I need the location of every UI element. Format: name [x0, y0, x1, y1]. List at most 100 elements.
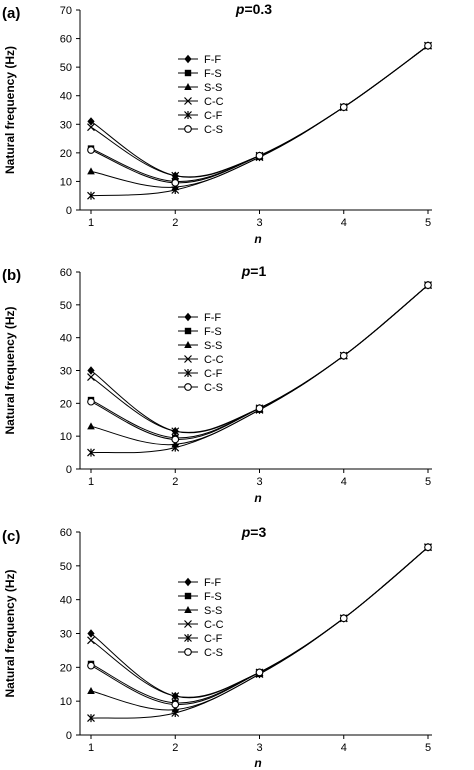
data-point: [424, 543, 432, 552]
data-point: [339, 351, 348, 360]
legend-marker: [184, 634, 192, 642]
legend-marker: [184, 577, 192, 587]
data-point: [87, 661, 95, 670]
y-tick-label: 0: [66, 730, 72, 742]
panel-label: (a): [2, 5, 20, 22]
series-C-F: [87, 41, 432, 200]
data-point: [87, 167, 95, 175]
series-F-S: [87, 281, 432, 442]
x-tick-label: 3: [256, 476, 262, 488]
y-tick-label: 30: [60, 366, 72, 378]
legend-marker: [184, 54, 192, 64]
legend-marker: [184, 111, 192, 119]
y-tick-label: 40: [60, 91, 72, 103]
legend-marker: [184, 383, 192, 391]
legend-marker: [184, 341, 192, 348]
y-tick-label: 20: [60, 662, 72, 674]
legend-label: C-C: [204, 96, 224, 108]
y-axis-title: Natural frequency (Hz): [3, 306, 17, 434]
data-point: [171, 443, 180, 452]
legend-label: F-S: [204, 326, 222, 338]
series-F-S: [87, 42, 432, 185]
data-point: [424, 281, 432, 289]
data-point: [87, 191, 95, 200]
legend-label: C-F: [204, 110, 223, 122]
legend-label: C-S: [204, 647, 223, 659]
legend-label: F-F: [204, 312, 221, 324]
y-tick-label: 70: [60, 5, 72, 17]
legend-label: C-C: [204, 619, 224, 631]
data-point: [255, 151, 264, 160]
y-tick-label: 50: [60, 300, 72, 312]
data-point: [87, 714, 95, 723]
legend-marker: [184, 606, 192, 613]
y-tick-label: 50: [60, 62, 72, 74]
series-line: [90, 45, 429, 182]
legend-label: C-S: [204, 124, 223, 136]
data-point: [171, 179, 180, 187]
series-S-S: [87, 281, 432, 448]
legend-marker: [184, 327, 192, 335]
legend: F-F F-S S-S C-C C-F C-S: [178, 54, 224, 136]
y-tick-label: 40: [60, 595, 72, 607]
legend-label: F-S: [204, 591, 222, 603]
series-C-F: [87, 543, 432, 723]
y-tick-label: 60: [60, 527, 72, 539]
x-tick-label: 2: [172, 217, 178, 229]
series-C-F: [87, 281, 432, 457]
x-tick-label: 5: [425, 217, 431, 229]
legend-marker: [184, 620, 192, 628]
data-point: [87, 117, 95, 126]
legend: F-F F-S S-S C-C C-F C-S: [178, 577, 224, 659]
series-line: [90, 546, 429, 711]
series-line: [90, 284, 429, 439]
data-point: [87, 422, 95, 430]
data-point: [87, 373, 95, 381]
y-tick-label: 60: [60, 267, 72, 279]
series-line: [90, 45, 429, 188]
data-point: [87, 687, 95, 695]
y-tick-label: 10: [60, 431, 72, 443]
y-tick-label: 30: [60, 629, 72, 641]
chart-title: p=0.3: [235, 1, 272, 17]
data-point: [87, 397, 95, 406]
x-tick-label: 1: [88, 742, 94, 754]
data-point: [87, 366, 95, 375]
series-line: [90, 546, 429, 706]
x-tick-label: 4: [341, 476, 347, 488]
title-symbol: p: [241, 263, 251, 279]
legend-label: S-S: [204, 82, 222, 94]
series-line: [90, 284, 429, 440]
x-tick-label: 5: [425, 476, 431, 488]
legend-marker: [184, 592, 192, 600]
data-point: [255, 668, 264, 677]
x-tick-label: 3: [256, 217, 262, 229]
legend-marker: [184, 97, 192, 105]
data-point: [171, 427, 180, 436]
legend-label: S-S: [204, 605, 222, 617]
x-tick-label: 2: [172, 476, 178, 488]
legend: F-F F-S S-S C-C C-F C-S: [178, 312, 224, 394]
y-tick-label: 60: [60, 34, 72, 46]
series-S-S: [87, 543, 432, 713]
data-point: [87, 629, 95, 638]
x-tick-label: 3: [256, 742, 262, 754]
x-axis-title: n: [254, 232, 261, 246]
title-value: =0.3: [244, 1, 272, 17]
series-C-S: [87, 281, 432, 444]
legend-label: F-F: [204, 577, 221, 589]
legend-marker: [184, 312, 192, 322]
y-tick-label: 0: [66, 205, 72, 217]
chart-panel-3: 0 10 20 30 40 50 60 1 2 3 4 5 n Natural frequency (Hz…: [2, 524, 432, 770]
y-tick-label: 50: [60, 561, 72, 573]
series-S-S: [87, 41, 432, 191]
legend-label: C-C: [204, 354, 224, 366]
x-tick-label: 4: [341, 742, 347, 754]
x-tick-label: 5: [425, 742, 431, 754]
series-C-S: [87, 41, 432, 187]
data-point: [171, 700, 180, 709]
x-tick-label: 4: [341, 217, 347, 229]
legend-marker: [184, 83, 192, 90]
legend-marker: [184, 125, 192, 133]
